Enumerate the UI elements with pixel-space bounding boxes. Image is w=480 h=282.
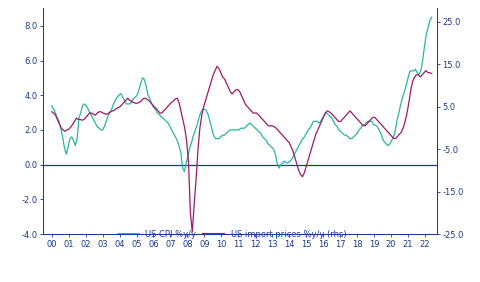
US import prices %y/y (rhs) <box>210 73 216 76</box>
Legend: US CPI %y/y, US import prices %y/y (rhs): US CPI %y/y, US import prices %y/y (rhs) <box>116 227 349 241</box>
US CPI %y/y <box>369 120 374 123</box>
US CPI %y/y <box>49 104 55 107</box>
US import prices %y/y (rhs) <box>400 126 406 130</box>
US CPI %y/y <box>181 170 187 173</box>
US import prices %y/y (rhs) <box>258 116 264 119</box>
US CPI %y/y <box>240 127 245 130</box>
US import prices %y/y (rhs) <box>83 116 89 119</box>
US CPI %y/y <box>391 135 396 138</box>
US import prices %y/y (rhs) <box>188 211 193 215</box>
US import prices %y/y (rhs) <box>429 72 434 75</box>
US CPI %y/y <box>129 100 134 104</box>
US CPI %y/y <box>230 128 236 132</box>
US CPI %y/y <box>429 16 434 19</box>
US CPI %y/y <box>52 111 58 114</box>
US import prices %y/y (rhs) <box>190 230 195 233</box>
US import prices %y/y (rhs) <box>51 111 57 115</box>
Line: US import prices %y/y (rhs): US import prices %y/y (rhs) <box>52 66 432 232</box>
US import prices %y/y (rhs) <box>49 110 55 113</box>
US import prices %y/y (rhs) <box>214 65 220 68</box>
Line: US CPI %y/y: US CPI %y/y <box>52 17 432 171</box>
